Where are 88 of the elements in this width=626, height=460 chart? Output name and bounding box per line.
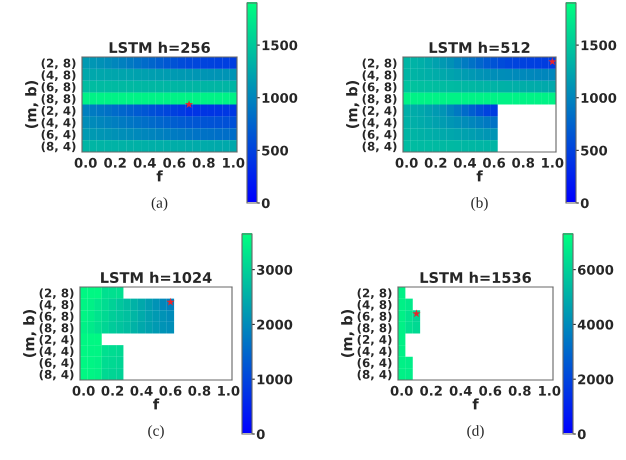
chart-title: LSTM h=256: [110, 42, 210, 54]
y-tick-label: (8, 4): [40, 370, 74, 380]
x-tick-label: 0.8: [188, 386, 210, 396]
y-tick-label: (4, 4): [358, 346, 392, 358]
x-tick-label: 0.6: [479, 386, 502, 396]
x-tick-label: 0.4: [134, 158, 156, 168]
chart-title: LSTM h=512: [430, 42, 530, 54]
x-axis-title: f: [156, 170, 163, 182]
y-tick-label: (6, 8): [362, 82, 396, 93]
color-bar-label: 1500: [582, 40, 616, 50]
y-tick-label: (6, 8): [40, 312, 74, 322]
x-tick-label: 0.6: [483, 158, 506, 168]
color-bar-label: 0: [578, 429, 586, 440]
y-tick-label: (4, 8): [40, 300, 74, 311]
x-tick-label: 0.6: [163, 158, 186, 168]
y-tick-label: (4, 8): [42, 70, 76, 81]
x-tick-label: 0.8: [512, 158, 534, 168]
y-tick-label: (6, 4): [358, 358, 392, 369]
color-bar-label: 1500: [262, 40, 298, 50]
y-tick-label: (8, 8): [40, 323, 74, 334]
color-bar-label: 500: [581, 146, 608, 156]
y-tick-label: (2, 4): [362, 106, 396, 117]
x-axis-title: f: [476, 170, 483, 182]
color-bar-label: 3000: [257, 264, 292, 275]
color-bar-label: 4000: [578, 320, 614, 330]
y-tick-label: (4, 8): [358, 300, 392, 311]
x-tick-label: 0.2: [424, 158, 446, 168]
y-tick-label: (2, 8): [42, 58, 76, 70]
x-tick-label: 0.4: [130, 386, 153, 396]
y-axis-title: (m, b): [341, 310, 354, 358]
x-tick-label: 0.0: [72, 386, 95, 396]
x-tick-label: 0.0: [390, 386, 413, 396]
y-axis-title: (m, b): [23, 310, 36, 358]
x-tick-label: 1.0: [223, 158, 244, 168]
x-tick-label: 0.2: [420, 386, 442, 396]
y-tick-label: (6, 4): [42, 130, 76, 140]
color-bar-label: 1000: [262, 92, 298, 103]
y-tick-label: (2, 4): [42, 106, 76, 117]
x-axis-title: f: [153, 398, 160, 410]
color-bar-label: 1000: [258, 374, 292, 384]
y-tick-label: (6, 4): [362, 130, 396, 140]
y-tick-label: (2, 8): [362, 58, 396, 70]
y-tick-label: (6, 4): [40, 358, 74, 369]
y-tick-label: (6, 8): [42, 82, 76, 93]
y-tick-label: (4, 4): [42, 118, 76, 128]
color-bar-label: 0: [580, 198, 589, 208]
y-tick-label: (2, 4): [358, 334, 392, 346]
y-tick-label: (8, 8): [358, 323, 392, 334]
text: (d): [467, 425, 484, 439]
color-bar-label: 2000: [257, 320, 292, 330]
x-tick-label: 0.4: [454, 158, 476, 168]
x-tick-label: 1.0: [539, 386, 560, 396]
y-tick-label: (4, 4): [362, 118, 396, 128]
x-tick-label: 0.2: [104, 158, 126, 168]
y-tick-label: (8, 8): [42, 94, 76, 105]
x-tick-label: 0.8: [508, 386, 531, 396]
chart-title: LSTM h=1536: [420, 272, 531, 284]
color-bar-label: 0: [262, 198, 270, 208]
color-bar-label: 6000: [578, 264, 614, 275]
y-tick-label: (2, 8): [40, 288, 74, 299]
y-tick-label: (2, 8): [358, 288, 392, 299]
x-tick-label: 0.2: [102, 386, 124, 396]
y-tick-label: (8, 4): [362, 142, 396, 152]
y-tick-label: (8, 4): [358, 370, 392, 380]
y-tick-label: (4, 4): [40, 346, 74, 358]
y-tick-label: (6, 8): [358, 312, 392, 322]
text: (a): [152, 197, 168, 211]
color-bar-label: 500: [262, 146, 288, 156]
x-tick-label: 0.4: [450, 386, 472, 396]
y-tick-label: (8, 8): [362, 94, 396, 105]
x-tick-label: 0.8: [192, 158, 215, 168]
x-tick-label: 1.0: [218, 386, 240, 396]
y-tick-label: (4, 8): [362, 70, 396, 81]
color-bar-label: 2000: [578, 374, 614, 384]
x-tick-label: 0.6: [159, 386, 182, 396]
color-bar-label: 1000: [582, 92, 616, 103]
x-tick-label: 0.0: [396, 158, 418, 168]
x-tick-label: 0.0: [74, 158, 97, 168]
y-axis-title: (m, b): [346, 80, 360, 128]
chart-title: LSTM h=1024: [101, 272, 212, 284]
x-tick-label: 1.0: [542, 158, 564, 168]
color-bar-label: 0: [256, 429, 265, 440]
y-axis-title: (m, b): [25, 80, 38, 128]
text: (b): [471, 197, 488, 211]
text: (c): [148, 425, 164, 439]
y-tick-label: (2, 4): [40, 334, 74, 346]
y-tick-label: (8, 4): [42, 142, 76, 152]
x-axis-title: f: [472, 398, 479, 410]
